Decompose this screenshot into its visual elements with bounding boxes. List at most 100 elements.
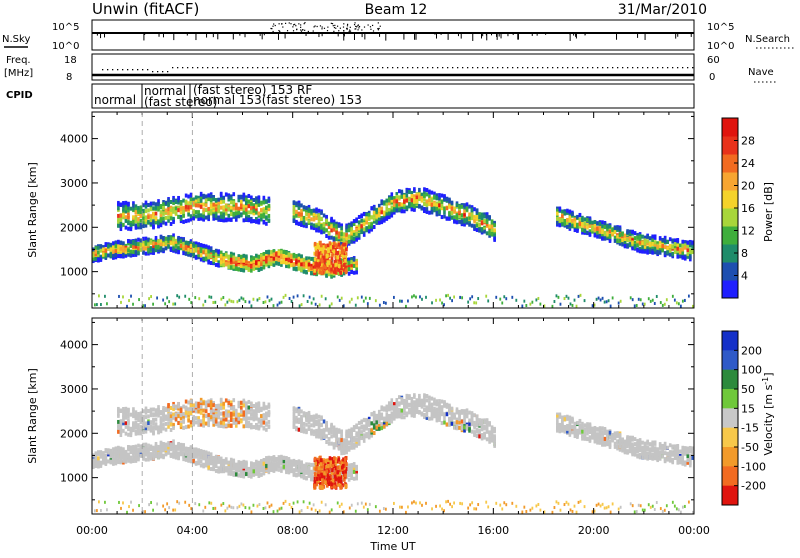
power-cell bbox=[589, 220, 592, 224]
nave-dot bbox=[167, 71, 168, 72]
nsearch-dot bbox=[349, 31, 350, 32]
power-cell bbox=[298, 212, 301, 216]
power-cell bbox=[315, 216, 318, 220]
power-cell bbox=[606, 225, 609, 229]
power-cell bbox=[207, 254, 210, 258]
power-cell bbox=[686, 248, 689, 252]
nave-dot bbox=[177, 67, 178, 68]
power-cell bbox=[379, 304, 381, 307]
power-cell bbox=[115, 249, 118, 253]
power-cell bbox=[604, 231, 607, 235]
power-cell bbox=[515, 299, 517, 302]
velocity-cell bbox=[300, 468, 303, 472]
power-cell bbox=[405, 305, 407, 308]
power-cell bbox=[182, 206, 185, 210]
power-cell bbox=[463, 219, 466, 223]
power-cell bbox=[448, 217, 451, 221]
nave-dot bbox=[487, 67, 488, 68]
power-cell bbox=[210, 296, 212, 299]
velocity-cell bbox=[210, 467, 213, 471]
power-cell bbox=[473, 301, 475, 304]
velocity-cell bbox=[207, 460, 210, 464]
power-cell bbox=[649, 242, 652, 246]
power-cell bbox=[604, 301, 606, 304]
power-cell bbox=[245, 212, 248, 216]
power-cell bbox=[232, 213, 235, 217]
nsearch-dot bbox=[370, 29, 371, 30]
power-cell bbox=[439, 298, 441, 301]
velocity-cell bbox=[222, 469, 225, 473]
power-cell bbox=[240, 268, 243, 272]
power-cell bbox=[596, 226, 599, 230]
velocity-cell bbox=[215, 469, 218, 473]
velocity-cell bbox=[240, 461, 243, 465]
nsearch-dot bbox=[313, 30, 314, 31]
power-cell bbox=[438, 193, 441, 197]
power-cell bbox=[120, 202, 123, 206]
power-cell bbox=[602, 297, 604, 300]
power-cell bbox=[473, 207, 476, 211]
power-cell bbox=[441, 204, 444, 208]
power-cell bbox=[185, 194, 188, 198]
power-cell bbox=[639, 236, 642, 240]
power-cell bbox=[601, 237, 604, 241]
power-cell bbox=[207, 215, 210, 219]
power-cell bbox=[145, 242, 148, 246]
power-cell bbox=[330, 268, 333, 272]
velocity-cell bbox=[235, 472, 238, 476]
nave-dot bbox=[122, 69, 123, 70]
power-cell bbox=[255, 200, 258, 204]
velocity-cell bbox=[132, 447, 135, 451]
velocity-cell bbox=[263, 471, 266, 475]
power-cell bbox=[621, 231, 624, 235]
power-cell bbox=[343, 263, 346, 267]
power-cell bbox=[349, 300, 351, 303]
nave-dot bbox=[377, 67, 378, 68]
power-cell bbox=[310, 209, 313, 213]
power-cell bbox=[152, 201, 155, 205]
power-cell bbox=[184, 295, 186, 298]
nave-dot bbox=[202, 67, 203, 68]
velocity-cell bbox=[265, 456, 268, 460]
nave-dot bbox=[482, 67, 483, 68]
power-cell bbox=[640, 298, 642, 301]
power-cell bbox=[459, 296, 461, 299]
power-cell bbox=[295, 254, 298, 258]
power-cell bbox=[200, 258, 203, 262]
nsearch-dot bbox=[273, 23, 274, 24]
power-cell bbox=[315, 253, 318, 257]
power-cell bbox=[539, 303, 541, 306]
power-cell bbox=[664, 238, 667, 242]
nave-dot bbox=[342, 67, 343, 68]
velocity-cell bbox=[172, 443, 175, 447]
power-cell bbox=[248, 210, 251, 214]
cpid-segment-mixed: normal 153(fast stereo) 153 bbox=[193, 93, 362, 107]
nsky-axis-right-bottom: 10^0 bbox=[707, 41, 734, 52]
nsearch-label: N.Search bbox=[745, 34, 790, 45]
power-cell bbox=[438, 197, 441, 201]
power-cell bbox=[659, 236, 662, 240]
nsearch-dot bbox=[355, 26, 356, 27]
velocity-cell bbox=[125, 453, 128, 457]
power-cell bbox=[599, 234, 602, 238]
power-cell bbox=[148, 297, 150, 300]
power-cell bbox=[248, 267, 251, 271]
power-cell bbox=[447, 294, 449, 297]
power-cell bbox=[416, 199, 419, 203]
power-cell bbox=[320, 243, 323, 247]
power-cell bbox=[340, 226, 343, 230]
power-cell bbox=[303, 221, 306, 225]
power-cell bbox=[310, 271, 313, 275]
velocity-cell bbox=[232, 471, 235, 475]
velocity-cell bbox=[230, 464, 233, 468]
power-cell bbox=[125, 219, 128, 223]
power-cell bbox=[137, 217, 140, 221]
power-cell bbox=[180, 239, 183, 243]
power-cell bbox=[433, 195, 436, 199]
nsearch-dot bbox=[358, 27, 359, 28]
power-cell bbox=[155, 206, 158, 210]
nave-dot bbox=[432, 67, 433, 68]
nave-dot bbox=[652, 67, 653, 68]
nsearch-dot bbox=[377, 28, 378, 29]
power-cell bbox=[487, 299, 489, 302]
